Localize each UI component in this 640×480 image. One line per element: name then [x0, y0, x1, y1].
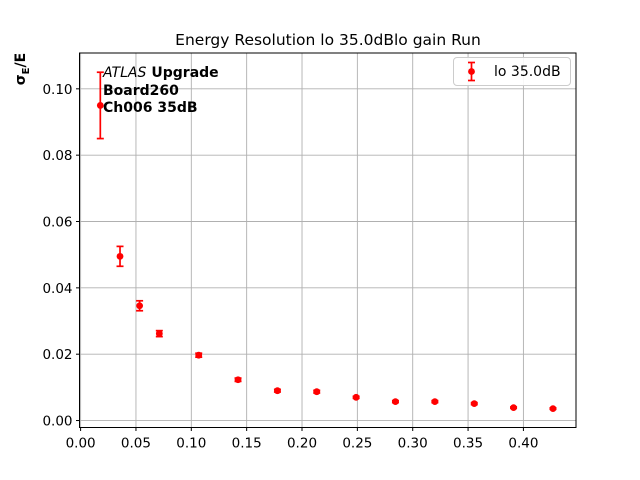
- legend-errorbar-marker-icon: [468, 61, 475, 82]
- data-point: [392, 398, 399, 406]
- y-tick-label: 0.02: [42, 347, 72, 363]
- x-tick-label: 0.00: [66, 436, 96, 452]
- data-point: [116, 252, 124, 260]
- y-tick-label: 0.00: [42, 414, 72, 430]
- legend-box: lo 35.0dB: [453, 57, 571, 86]
- atlas-italic-text: ATLAS: [103, 65, 147, 81]
- data-point: [313, 388, 321, 396]
- data-point: [195, 351, 203, 359]
- x-tick-label: 0.40: [508, 436, 538, 452]
- annotation-block: ATLAS Upgrade Board260 Ch006 35dB: [103, 65, 219, 118]
- x-tick-label: 0.10: [176, 436, 206, 452]
- data-point: [136, 302, 144, 310]
- data-point: [234, 376, 242, 384]
- annotation-line-3: Ch006 35dB: [103, 100, 198, 116]
- y-tick-label: 0.04: [42, 281, 72, 297]
- x-tick-label: 0.30: [398, 436, 428, 452]
- y-tick-label: 0.06: [42, 215, 72, 231]
- annotation-line-2: Board260: [103, 82, 179, 99]
- data-point: [470, 400, 478, 408]
- legend-entry-label: lo 35.0dB: [494, 63, 561, 80]
- data-point: [352, 393, 360, 401]
- axes-frame: [79, 52, 577, 428]
- data-point: [274, 387, 281, 395]
- x-tick-label: 0.15: [232, 436, 262, 452]
- annotation-line-1: ATLAS Upgrade: [103, 65, 219, 83]
- upgrade-text: Upgrade: [151, 65, 219, 81]
- x-tick-label: 0.05: [121, 436, 151, 452]
- x-tick-label: 0.35: [453, 436, 483, 452]
- data-point: [431, 398, 439, 406]
- data-point: [155, 330, 163, 338]
- data-point: [510, 404, 517, 411]
- x-tick-label: 0.25: [342, 436, 372, 452]
- data-point: [96, 102, 104, 109]
- data-point: [549, 405, 557, 412]
- x-tick-label: 0.20: [287, 436, 317, 452]
- y-tick-label: 0.10: [42, 82, 72, 98]
- chart-title: Energy Resolution lo 35.0dBlo gain Run: [175, 31, 481, 49]
- y-tick-label: 0.08: [42, 148, 72, 164]
